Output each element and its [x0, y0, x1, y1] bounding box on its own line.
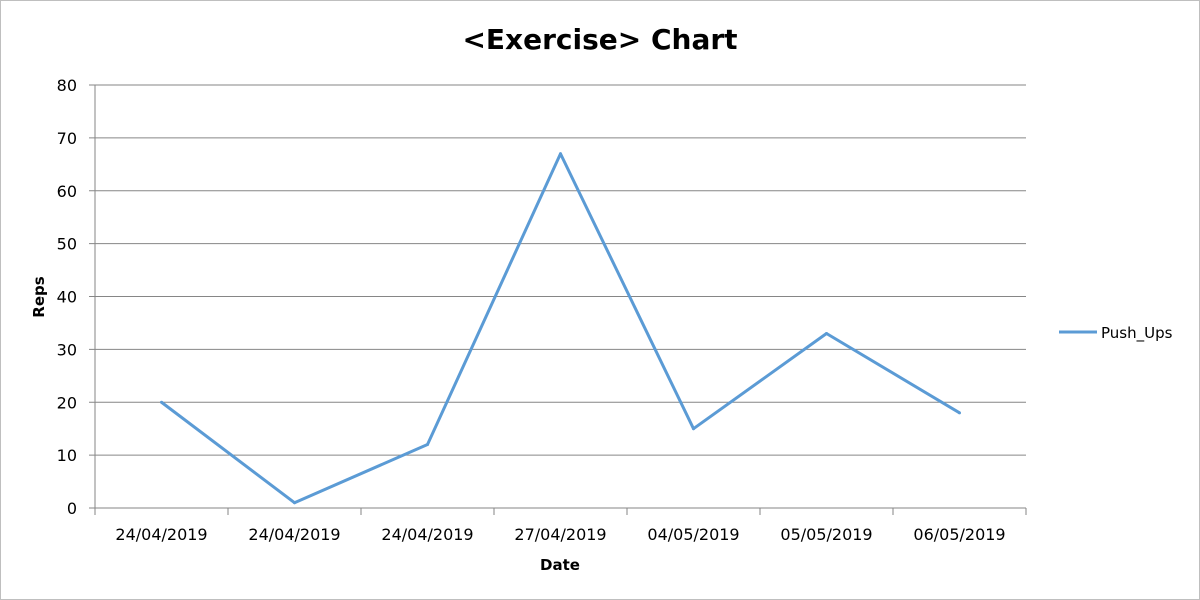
x-tick-label: 05/05/2019	[780, 525, 872, 544]
x-axis-ticks: 24/04/2019 24/04/2019 24/04/2019 27/04/2019…	[115, 525, 1005, 544]
x-axis-label: Date	[540, 556, 580, 574]
y-tick-label: 10	[57, 446, 77, 465]
y-tick-label: 40	[57, 288, 77, 307]
data-point	[293, 501, 296, 505]
legend: Push_Ups	[1059, 324, 1173, 343]
x-tick-label: 04/05/2019	[647, 525, 739, 544]
y-tick-label: 80	[57, 76, 77, 95]
x-tick-label: 24/04/2019	[248, 525, 340, 544]
y-axis-ticks: 0 10 20 30 40 50 60 70 80	[57, 76, 77, 518]
gridlines	[95, 84, 1026, 456]
legend-label-push-ups: Push_Ups	[1101, 324, 1173, 343]
y-tick-label: 70	[57, 129, 77, 148]
data-point	[825, 332, 828, 336]
y-tick-label: 20	[57, 393, 77, 412]
y-axis-label: Reps	[30, 276, 48, 317]
series-line-push-ups	[160, 152, 961, 505]
data-point	[692, 427, 695, 431]
x-tick-label: 24/04/2019	[381, 525, 473, 544]
y-tick-label: 30	[57, 340, 77, 359]
data-point	[426, 443, 429, 447]
y-tick-label: 60	[57, 182, 77, 201]
x-tick-label: 06/05/2019	[913, 525, 1005, 544]
data-point	[559, 152, 562, 156]
x-tick-label: 24/04/2019	[115, 525, 207, 544]
axes	[89, 84, 1027, 515]
y-tick-label: 0	[67, 499, 77, 518]
data-point	[958, 411, 961, 415]
y-tick-label: 50	[57, 235, 77, 254]
series-lines	[160, 152, 961, 505]
data-point	[160, 400, 163, 404]
x-tick-label: 27/04/2019	[514, 525, 606, 544]
chart-title: <Exercise> Chart	[462, 23, 737, 56]
